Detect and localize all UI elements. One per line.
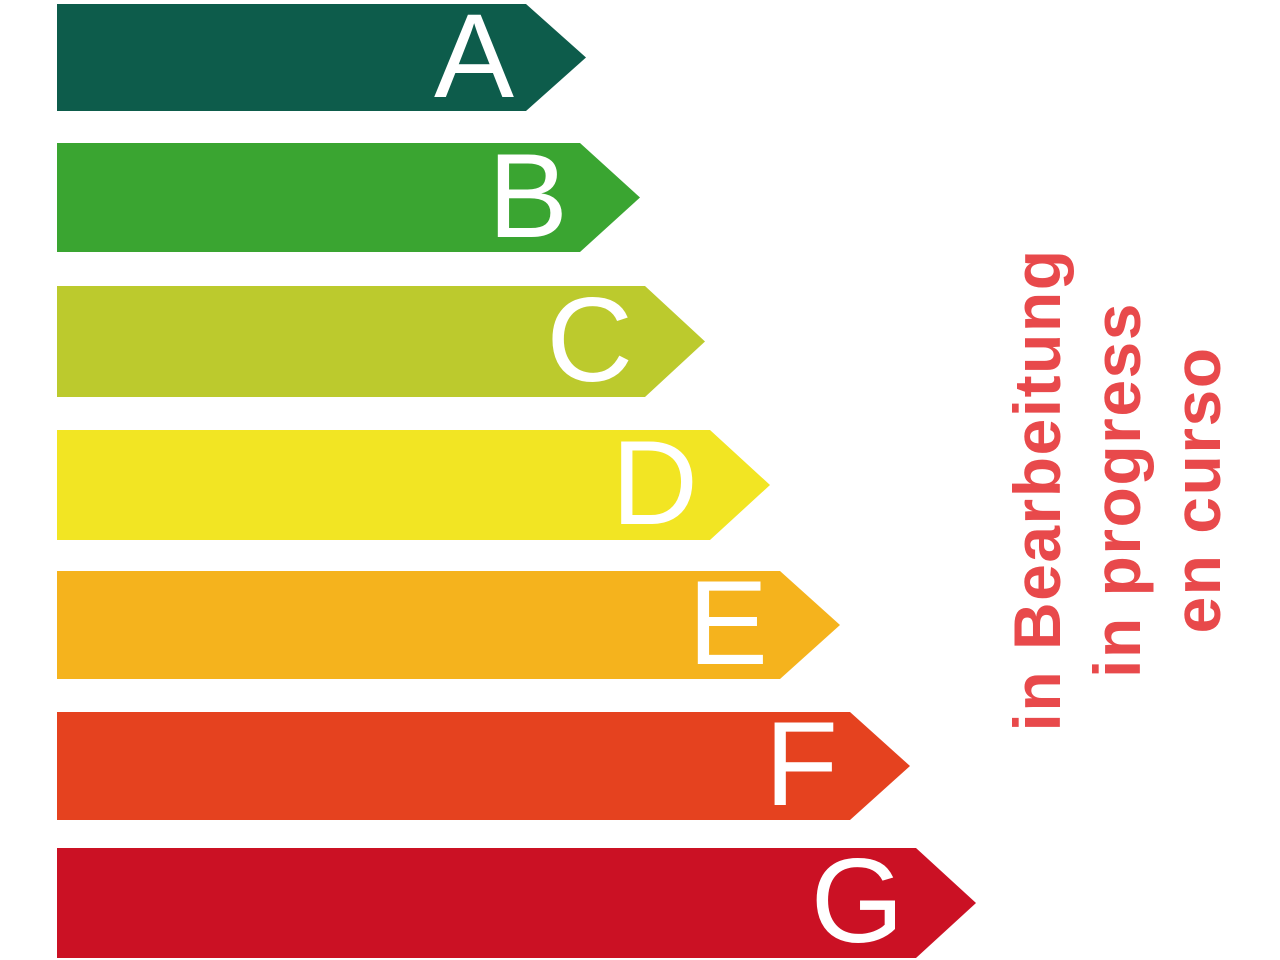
status-line-english: in progress bbox=[1080, 302, 1154, 678]
status-line-spanish: en curso bbox=[1160, 346, 1234, 634]
energy-bar-b: B bbox=[57, 143, 640, 252]
energy-bar-b-label: B bbox=[487, 128, 568, 263]
energy-bar-d: D bbox=[57, 430, 770, 540]
energy-bar-c: C bbox=[57, 286, 705, 397]
energy-bar-c-label: C bbox=[546, 272, 633, 407]
status-line-german: in Bearbeitung bbox=[1000, 248, 1074, 732]
energy-bar-g-label: G bbox=[810, 834, 904, 960]
energy-bar-f: F bbox=[57, 712, 910, 820]
energy-bar-g: G bbox=[57, 848, 976, 958]
energy-bar-a: A bbox=[57, 4, 586, 111]
energy-bar-d-label: D bbox=[611, 416, 698, 550]
energy-bar-f-label: F bbox=[764, 697, 838, 831]
energy-bar-a-label: A bbox=[433, 0, 514, 123]
energy-bar-e: E bbox=[57, 571, 840, 679]
status-in-progress-text: in Bearbeitung in progress en curso bbox=[997, 248, 1237, 731]
energy-bar-e-label: E bbox=[687, 556, 768, 690]
